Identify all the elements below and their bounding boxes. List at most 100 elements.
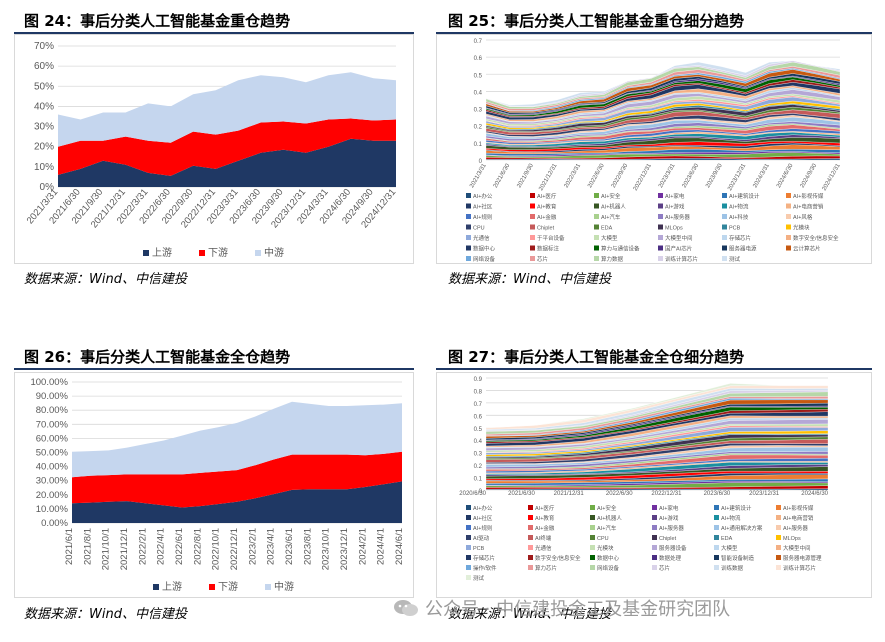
fig25-legend-swatch — [594, 256, 599, 261]
fig24-chart: 0%10%20%30%40%50%60%70%2021/3/312021/6/3… — [14, 34, 414, 264]
fig25-legend-swatch — [722, 193, 727, 198]
fig27-ytick: 0.6 — [474, 414, 483, 420]
fig27-legend-swatch — [714, 515, 719, 520]
fig27-legend-swatch — [776, 505, 781, 510]
fig27-ytick: 0.7 — [474, 402, 483, 408]
fig25-legend-label: AI+规则 — [473, 213, 492, 221]
fig25-legend-swatch — [658, 256, 663, 261]
fig27-legend-swatch — [528, 535, 533, 540]
fig26-xtick: 2023/10/1 — [321, 528, 332, 570]
fig27-legend-swatch — [652, 535, 657, 540]
fig27-xtick: 2022/6/30 — [606, 491, 633, 497]
fig25-legend-label: 数字安全/信息安全 — [793, 234, 839, 242]
fig25-title-rule — [436, 32, 872, 34]
fig27-legend-swatch — [714, 545, 719, 550]
fig27-legend-swatch — [776, 555, 781, 560]
fig27-legend-label: AI+影视传媒 — [783, 504, 814, 512]
fig24-legend-label: 中游 — [264, 246, 284, 259]
fig24-ytick: 50% — [34, 81, 54, 92]
fig25-legend-label: MLOps — [665, 226, 683, 232]
fig25-legend-label: Chiplet — [537, 226, 555, 232]
fig27-xtick: 2023/6/30 — [704, 491, 731, 497]
fig26-xtick: 2024/4/1 — [376, 528, 387, 565]
fig25-legend-label: EDA — [601, 226, 613, 232]
fig27-legend-swatch — [466, 525, 471, 530]
fig26-xtick: 2022/4/1 — [156, 528, 167, 565]
fig25-legend-label: 光通信 — [473, 234, 490, 242]
fig27-legend-label: AI+汽车 — [597, 524, 617, 532]
fig25-legend-swatch — [466, 214, 471, 219]
fig25-legend-label: 训练计算芯片 — [665, 255, 698, 263]
fig27-legend-label: 光通信 — [535, 544, 552, 552]
fig27-legend-swatch — [466, 565, 471, 570]
fig26-ytick: 30.00% — [36, 476, 69, 487]
fig25-ytick: 0.2 — [474, 125, 483, 131]
fig27-legend-swatch — [652, 565, 657, 570]
fig27-legend-label: AI+电商营销 — [783, 514, 814, 522]
fig27-legend-label: CPU — [597, 536, 609, 542]
fig25-legend-swatch — [530, 235, 535, 240]
fig26-ytick: 100.00% — [30, 377, 68, 388]
fig27-legend-swatch — [590, 545, 595, 550]
fig27-ytick: 0.3 — [474, 452, 483, 458]
fig27-legend-label: 光模块 — [597, 544, 614, 552]
fig25-legend-label: AI+科技 — [729, 213, 749, 221]
fig25-legend-swatch — [786, 245, 791, 251]
fig26-ytick: 20.00% — [36, 490, 69, 501]
fig25-legend-swatch — [722, 224, 727, 230]
fig25-layer-area — [485, 60, 841, 107]
fig27-xtick: 2021/6/30 — [508, 491, 535, 497]
fig27-legend-swatch — [466, 545, 471, 550]
fig25-legend-label: 数据中心 — [473, 245, 496, 253]
fig27-legend-label: 数字安全/信息安全 — [535, 554, 581, 562]
fig25-legend-label: 服务器电源 — [729, 245, 757, 253]
fig27-legend-swatch — [466, 515, 471, 520]
fig27-legend-swatch — [590, 505, 595, 510]
fig25-legend-label: AI+医疗 — [537, 192, 557, 200]
fig25-legend-swatch — [722, 235, 727, 240]
fig25-title: 图 25：事后分类人工智能基金重仓细分趋势 — [448, 12, 745, 30]
fig27-title-rule — [436, 368, 872, 370]
fig26-ytick: 60.00% — [36, 433, 69, 444]
fig25-legend-swatch — [722, 245, 727, 251]
fig27-legend-label: 智能设备制造 — [721, 554, 755, 562]
fig27-legend-label: AI+通用解决方案 — [721, 524, 763, 532]
fig25-legend-swatch — [786, 235, 791, 240]
fig25-legend-label: AI+风格 — [793, 213, 813, 221]
fig25-legend-label: AI+影视传媒 — [793, 192, 824, 200]
fig24-legend-label: 下游 — [208, 246, 228, 259]
fig26-series-area — [72, 481, 402, 523]
fig24-legend-label: 上游 — [152, 246, 172, 259]
fig27-legend-swatch — [528, 525, 533, 530]
fig27-legend-swatch — [590, 525, 595, 530]
fig24-ytick: 0% — [40, 182, 55, 193]
fig25-legend-swatch — [466, 203, 471, 209]
fig27-legend-label: 网络设备 — [597, 564, 620, 572]
fig26-xtick: 2022/2/1 — [137, 528, 148, 565]
fig25-legend-swatch — [786, 193, 791, 198]
fig26-xtick: 2021/8/1 — [82, 528, 93, 565]
fig27-legend-label: 数据中心 — [597, 554, 620, 562]
fig26-xtick: 2024/6/1 — [394, 528, 405, 565]
fig27-legend-label: AI+社区 — [473, 514, 493, 522]
fig26-series-area — [72, 401, 402, 478]
fig27-legend-swatch — [590, 535, 595, 540]
fig27-legend-label: AI+服务器 — [783, 524, 808, 532]
fig27-legend-label: AI驱动 — [473, 535, 490, 542]
fig25-legend-swatch — [658, 245, 663, 251]
fig27-legend-label: 操作/软件 — [473, 564, 497, 572]
fig25-legend-label: 大模型中间 — [665, 234, 693, 242]
fig26-xtick: 2022/12/1 — [229, 528, 240, 570]
fig27-chart: 0 0.1 0.2 0.3 0.4 0.5 0.6 0.7 0.8 0.9 2020/6/30 202… — [436, 372, 872, 598]
fig26-ytick: 40.00% — [36, 462, 69, 473]
fig25-legend-label: 网络设备 — [473, 255, 496, 263]
fig25-legend-label: AI+物流 — [729, 203, 749, 211]
fig27-legend-swatch — [528, 565, 533, 570]
fig27-legend-label: 训练计算芯片 — [783, 564, 816, 572]
fig26-xtick: 2023/8/1 — [302, 528, 313, 565]
fig26-xtick: 2022/6/1 — [174, 528, 185, 565]
fig27-ytick: 0.1 — [474, 477, 483, 483]
fig27-legend-label: 数据处理 — [659, 554, 682, 562]
fig27-xtick: 2023/12/31 — [749, 491, 780, 497]
fig27-legend-swatch — [528, 515, 533, 520]
